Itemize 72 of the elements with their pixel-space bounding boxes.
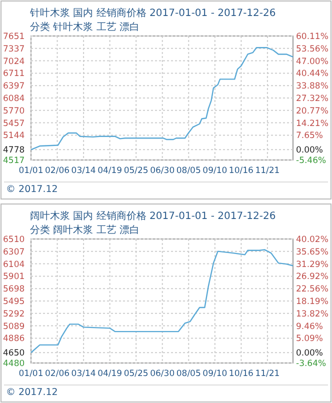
y2-tick-label: 0.00% bbox=[296, 348, 324, 359]
y-tick-label: 6307 bbox=[3, 247, 25, 258]
x-tick-label: 06/30 bbox=[150, 166, 175, 176]
x-tick-label: 05/25 bbox=[124, 369, 148, 379]
x-tick-label: 08/05 bbox=[176, 369, 201, 379]
chart-title: 阔叶木浆 国内 经销商价格 2017-01-01 - 2017-12-26 bbox=[30, 210, 276, 222]
x-tick-label: 04/19 bbox=[98, 166, 122, 176]
line-series bbox=[30, 46, 294, 150]
y2-tick-label: 35.65% bbox=[296, 247, 328, 258]
x-tick-label: 09/10 bbox=[202, 369, 228, 379]
y2-tick-label: 40.44% bbox=[296, 69, 328, 80]
x-tick-label: 09/10 bbox=[202, 166, 228, 176]
x-tick-label: 03/14 bbox=[71, 369, 96, 379]
y2-tick-label: 7.65% bbox=[296, 131, 324, 142]
y2-tick-label: 20.77% bbox=[296, 106, 328, 116]
x-tick-label: 04/19 bbox=[98, 369, 122, 379]
y2-tick-label: 60.11% bbox=[296, 32, 328, 42]
text: © 2017.12 bbox=[6, 184, 58, 195]
y-tick-label: 4650 bbox=[3, 348, 25, 359]
y-tick-label: 5495 bbox=[3, 297, 25, 307]
y-tick-label: 4778 bbox=[3, 146, 25, 156]
y2-tick-label: 33.88% bbox=[296, 82, 328, 92]
y-tick-label: 7651 bbox=[3, 32, 25, 42]
y-tick-label: 5698 bbox=[3, 284, 25, 295]
y-tick-label: 5770 bbox=[3, 106, 25, 116]
y-tick-label: 6510 bbox=[3, 235, 25, 245]
y-tick-label: 5144 bbox=[3, 131, 25, 142]
y2-tick-label: 5.09% bbox=[296, 334, 324, 344]
y-tick-label: 7337 bbox=[3, 44, 25, 54]
x-tick-label: 03/14 bbox=[71, 166, 96, 176]
x-tick-label: 11/21 bbox=[255, 166, 280, 176]
y-tick-label: 5901 bbox=[3, 272, 25, 282]
y2-tick-label: -5.46% bbox=[296, 156, 326, 166]
chart-subtitle: 分类 阔叶木浆 工艺 漂白 bbox=[30, 224, 140, 236]
y2-tick-label: 40.02% bbox=[296, 235, 328, 245]
x-tick-label: 08/05 bbox=[176, 166, 201, 176]
y2-tick-label: -3.64% bbox=[296, 359, 326, 369]
y-tick-label: 7024 bbox=[3, 56, 25, 67]
x-tick-label: 05/25 bbox=[124, 166, 148, 176]
y2-tick-label: 9.46% bbox=[296, 322, 324, 332]
y-tick-label: 5292 bbox=[3, 309, 25, 320]
chart-subtitle: 分类 针叶木浆 工艺 漂白 bbox=[30, 21, 140, 33]
y2-tick-label: 53.56% bbox=[296, 44, 328, 54]
x-tick-label: 11/21 bbox=[255, 369, 280, 379]
x-tick-label: 10/16 bbox=[228, 369, 254, 379]
chart-title: 针叶木浆 国内 经销商价格 2017-01-01 - 2017-12-26 bbox=[29, 7, 276, 19]
y-tick-label: 6104 bbox=[3, 260, 25, 270]
y-tick-label: 4480 bbox=[3, 359, 25, 369]
x-tick-label: 02/06 bbox=[45, 369, 70, 379]
y-tick-label: 4517 bbox=[3, 156, 25, 166]
y-tick-label: 6084 bbox=[3, 94, 25, 104]
y2-tick-label: 27.32% bbox=[296, 94, 328, 104]
line-series bbox=[30, 249, 294, 354]
y2-tick-label: 14.21% bbox=[296, 118, 328, 129]
y-tick-label: 6711 bbox=[3, 69, 25, 80]
y-tick-label: 6397 bbox=[3, 82, 25, 92]
x-tick-label: 06/30 bbox=[150, 369, 175, 379]
y-tick-label: 4886 bbox=[3, 334, 25, 344]
x-tick-label: 01/01 bbox=[18, 166, 44, 176]
x-tick-label: 10/16 bbox=[228, 166, 254, 176]
y-tick-label: 5089 bbox=[3, 322, 25, 332]
y2-tick-label: 18.19% bbox=[296, 297, 328, 307]
y-tick-label: 5457 bbox=[3, 118, 25, 129]
y2-tick-label: 13.82% bbox=[296, 309, 328, 320]
x-tick-label: 01/01 bbox=[18, 369, 44, 379]
y2-tick-label: 47.00% bbox=[296, 56, 328, 67]
y2-tick-label: 0.00% bbox=[296, 146, 324, 156]
y2-tick-label: 26.92% bbox=[296, 272, 328, 282]
text: © 2017.12 bbox=[6, 387, 58, 398]
x-tick-label: 02/06 bbox=[45, 166, 70, 176]
y2-tick-label: 22.56% bbox=[296, 284, 328, 295]
y2-tick-label: 31.29% bbox=[296, 260, 328, 270]
